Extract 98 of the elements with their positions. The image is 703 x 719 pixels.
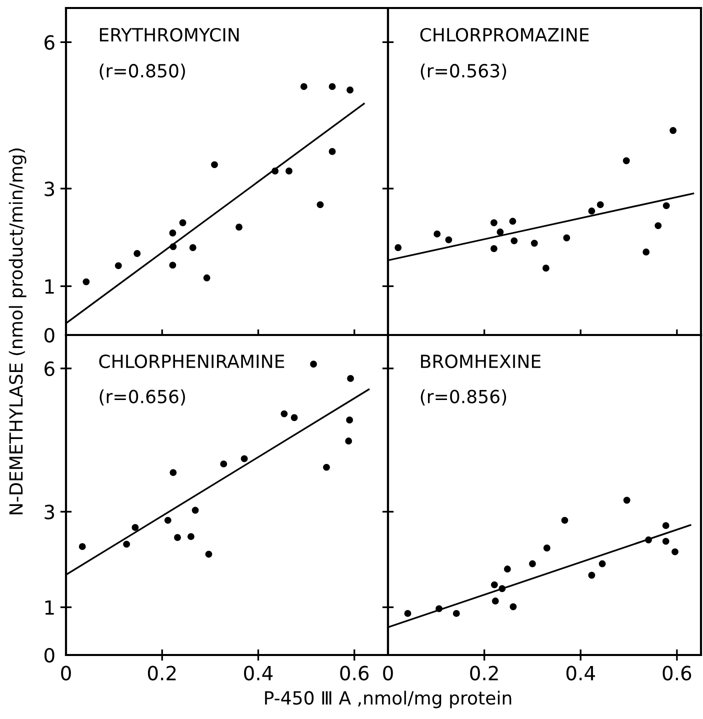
point xyxy=(236,224,242,231)
point xyxy=(134,250,141,257)
annotation: (r=0.563) xyxy=(420,64,506,80)
y-tick-label: 1 xyxy=(45,279,54,294)
x-tick-label: 0.2 xyxy=(470,666,498,680)
point xyxy=(561,516,568,524)
point xyxy=(170,243,177,250)
point xyxy=(345,438,352,445)
point xyxy=(490,219,498,226)
point xyxy=(510,237,518,244)
point xyxy=(280,410,288,418)
point xyxy=(490,245,498,252)
point xyxy=(164,516,172,524)
point xyxy=(490,581,498,588)
x-tick-label: 0.6 xyxy=(662,666,692,680)
x-tick-label: 0.6 xyxy=(340,666,369,680)
point xyxy=(543,544,550,552)
y-axis-title: N-DEMETHYLASE (nmol product/min/mg) xyxy=(8,148,26,514)
point xyxy=(290,414,298,422)
point xyxy=(286,168,292,174)
x-axis-title: P-450 Ⅲ A ,nmol/mg protein xyxy=(265,690,512,708)
point xyxy=(203,274,210,282)
x-tick-label: 0.2 xyxy=(148,666,176,680)
y-tick-label: 1 xyxy=(45,600,54,615)
x-tick-label: 0 xyxy=(61,666,71,680)
x-tick-label: 0.4 xyxy=(566,666,595,680)
point xyxy=(670,127,677,134)
annotation: CHLORPHENIRAMINE xyxy=(99,354,284,368)
point xyxy=(211,161,218,168)
point xyxy=(169,262,176,269)
y-tick-label: 0 xyxy=(44,328,54,343)
y-tick-label: 6 xyxy=(44,35,54,50)
point xyxy=(272,168,279,174)
point xyxy=(346,416,354,424)
point xyxy=(328,148,336,155)
point xyxy=(452,610,460,617)
point xyxy=(404,610,412,617)
point xyxy=(78,543,86,550)
point xyxy=(622,157,630,164)
point xyxy=(509,218,516,225)
point xyxy=(528,560,536,568)
point xyxy=(530,240,538,247)
point xyxy=(347,374,354,382)
y-tick-label: 3 xyxy=(44,182,54,196)
annotation: (r=0.656) xyxy=(100,389,185,406)
point xyxy=(498,585,506,592)
point xyxy=(170,469,177,476)
point xyxy=(445,236,452,244)
point xyxy=(310,360,317,368)
point xyxy=(114,262,122,270)
point xyxy=(394,244,402,252)
y-tick-label: 3 xyxy=(44,504,54,520)
point xyxy=(169,230,176,236)
annotation: (r=0.856) xyxy=(420,389,506,406)
point xyxy=(346,86,354,94)
point xyxy=(496,228,504,236)
point xyxy=(654,222,662,230)
point xyxy=(504,566,511,573)
point xyxy=(240,455,248,462)
point xyxy=(323,464,330,471)
point xyxy=(642,248,650,256)
annotation: BROMHEXINE xyxy=(421,354,540,368)
point xyxy=(82,278,90,286)
point xyxy=(316,201,324,208)
point xyxy=(187,533,194,540)
x-tick-label: 0 xyxy=(383,666,393,680)
point xyxy=(662,538,670,545)
point xyxy=(434,230,441,238)
x-tick-label: 0.4 xyxy=(244,666,273,680)
point xyxy=(123,540,130,548)
point xyxy=(588,572,596,579)
point xyxy=(510,603,517,610)
point xyxy=(436,605,443,612)
annotation: ERYTHROMYCIN xyxy=(100,28,239,42)
point xyxy=(588,208,596,215)
y-tick-label: 0 xyxy=(44,648,54,663)
point xyxy=(300,83,308,90)
annotation: (r=0.850) xyxy=(100,64,185,80)
point xyxy=(328,83,336,90)
point xyxy=(598,560,606,568)
point xyxy=(672,548,678,556)
point xyxy=(563,234,570,242)
annotation: CHLORPROMAZINE xyxy=(420,28,589,42)
point xyxy=(132,524,139,531)
point xyxy=(623,496,630,504)
y-tick-label: 6 xyxy=(44,361,54,376)
point xyxy=(192,506,199,514)
point xyxy=(174,534,181,541)
point xyxy=(220,460,228,468)
point xyxy=(542,264,550,272)
point xyxy=(179,219,186,226)
point xyxy=(645,536,652,544)
point xyxy=(205,550,212,558)
point xyxy=(189,244,196,252)
point xyxy=(662,522,670,530)
point xyxy=(596,201,604,208)
point xyxy=(492,598,499,604)
point xyxy=(662,202,670,210)
